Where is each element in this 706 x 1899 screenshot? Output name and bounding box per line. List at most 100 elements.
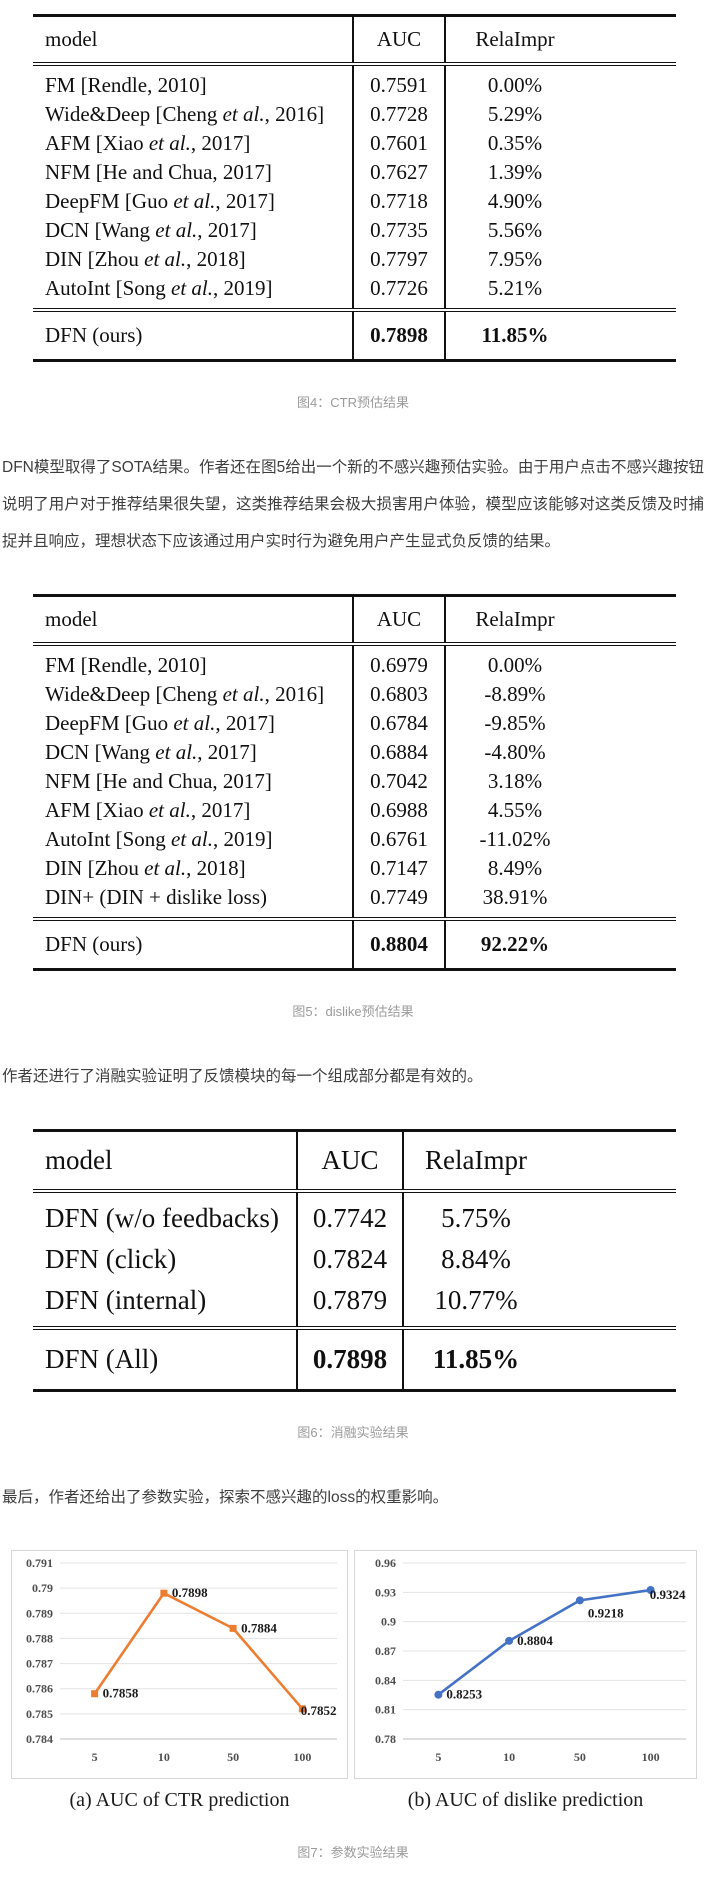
table-row: DeepFM [Guo et al., 2017] 0.6784 -9.85%	[33, 709, 676, 738]
table-cell: 8.49%	[444, 854, 676, 883]
highlight-row: DFN (ours) 0.7898 11.85%	[33, 308, 676, 362]
table-cell: 4.55%	[444, 796, 676, 825]
table-cell: 5.21%	[444, 274, 676, 310]
y-tick-label: 0.81	[375, 1703, 396, 1717]
y-tick-label: 0.784	[26, 1732, 53, 1746]
y-tick-label: 0.79	[32, 1581, 53, 1595]
table-cell: 8.84%	[402, 1239, 676, 1280]
highlight-row: DFN (ours) 0.8804 92.22%	[33, 917, 676, 971]
table-cell: 5.75%	[402, 1191, 676, 1239]
table-cell: 0.7749	[352, 883, 445, 919]
table-cell: 3.18%	[444, 767, 676, 796]
table-cell: 0.7898	[352, 308, 445, 362]
data-point-label: 0.8253	[446, 1687, 482, 1702]
table-row: DCN [Wang et al., 2017] 0.7735 5.56%	[33, 216, 676, 245]
table-cell: FM [Rendle, 2010]	[45, 653, 207, 677]
data-point-marker	[434, 1690, 443, 1699]
x-tick-label: 100	[642, 1750, 660, 1764]
y-tick-label: 0.78	[375, 1732, 396, 1746]
data-point-marker	[575, 1596, 584, 1605]
table-cell: 0.8804	[352, 917, 445, 971]
table-cell: DIN+ (DIN + dislike loss)	[45, 885, 267, 909]
figure-6-caption: 图6：消融实验结果	[297, 1425, 409, 1440]
table-cell: DCN [Wang et al., 2017]	[45, 218, 257, 242]
y-tick-label: 0.93	[375, 1585, 396, 1599]
y-tick-label: 0.84	[375, 1673, 396, 1687]
data-point-marker	[298, 1705, 306, 1713]
data-point-label: 0.9324	[650, 1587, 686, 1602]
charts-row: 0.791 0.79 0.789 0.788 0.787 0.786 0.785 0.784 5…	[0, 1550, 706, 1812]
table-row: Wide&Deep [Cheng et al., 2016] 0.6803 -8.8…	[33, 680, 676, 709]
table-cell: -8.89%	[444, 680, 676, 709]
table-row: DIN [Zhou et al., 2018] 0.7147 8.49%	[33, 854, 676, 883]
table-row: FM [Rendle, 2010] 0.6979 0.00%	[33, 644, 676, 680]
table-cell: AutoInt [Song et al., 2019]	[45, 827, 273, 851]
table-cell: 10.77%	[402, 1280, 676, 1328]
header-row: model AUC RelaImpr	[33, 14, 676, 66]
figure-4: model AUC RelaImpr FM [Rendle, 2010] 0.7591 0…	[0, 14, 706, 411]
table-row: AutoInt [Song et al., 2019] 0.7726 5.21%	[33, 274, 676, 310]
table-cell: 0.7735	[352, 216, 445, 245]
table-cell: 0.7591	[352, 64, 445, 100]
data-point-marker	[229, 1624, 237, 1632]
line-chart-svg: 0.96 0.93 0.9 0.87 0.84 0.81 0.78 5 10 50 100 0.825…	[375, 1556, 686, 1764]
data-point-label: 0.7898	[172, 1585, 208, 1600]
table-cell: 0.7147	[352, 854, 445, 883]
table-cell: -11.02%	[444, 825, 676, 854]
line-chart-svg: 0.791 0.79 0.789 0.788 0.787 0.786 0.785 0.784 5…	[26, 1556, 337, 1764]
table-cell: 0.35%	[444, 129, 676, 158]
table-cell: 0.6979	[352, 644, 445, 680]
figure-5-caption: 图5：dislike预估结果	[292, 1004, 414, 1019]
table-row: DIN+ (DIN + dislike loss) 0.7749 38.91%	[33, 883, 676, 919]
column-header: RelaImpr	[444, 594, 676, 646]
y-tick-label: 0.9	[381, 1615, 396, 1629]
header-row: model AUC RelaImpr	[33, 1129, 676, 1193]
table-row: AutoInt [Song et al., 2019] 0.6761 -11.02%	[33, 825, 676, 854]
table-row: FM [Rendle, 2010] 0.7591 0.00%	[33, 64, 676, 100]
table-cell: 0.7797	[352, 245, 445, 274]
table-cell: 0.6784	[352, 709, 445, 738]
ctr-auc-line-chart: 0.791 0.79 0.789 0.788 0.787 0.786 0.785 0.784 5…	[11, 1550, 348, 1779]
table-row: DFN (w/o feedbacks) 0.7742 5.75%	[33, 1191, 676, 1239]
table-cell: DFN (All)	[33, 1326, 297, 1392]
y-tick-label: 0.789	[26, 1606, 53, 1620]
x-tick-label: 5	[92, 1750, 98, 1764]
table-cell: DIN [Zhou et al., 2018]	[45, 247, 246, 271]
table-cell: DCN [Wang et al., 2017]	[45, 740, 257, 764]
table-cell: Wide&Deep [Cheng et al., 2016]	[45, 682, 325, 706]
table-cell: DFN (ours)	[33, 308, 353, 362]
table-cell: 0.7824	[296, 1239, 403, 1280]
y-tick-label: 0.791	[26, 1556, 53, 1570]
table-cell: 0.6988	[352, 796, 445, 825]
column-header: AUC	[296, 1129, 403, 1193]
column-header: RelaImpr	[444, 14, 676, 66]
table-row: DFN (internal) 0.7879 10.77%	[33, 1280, 676, 1328]
ctr-results-table: model AUC RelaImpr FM [Rendle, 2010] 0.7591 0…	[33, 14, 676, 362]
x-tick-label: 50	[574, 1750, 586, 1764]
ablation-results-table: model AUC RelaImpr DFN (w/o feedbacks) 0.774…	[33, 1129, 676, 1392]
table-cell: 0.00%	[444, 64, 676, 100]
table-cell: DeepFM [Guo et al., 2017]	[45, 711, 275, 735]
dislike-results-table: model AUC RelaImpr FM [Rendle, 2010] 0.6979 0…	[33, 594, 676, 971]
dislike-auc-line-chart: 0.96 0.93 0.9 0.87 0.84 0.81 0.78 5 10 50 100 0.825…	[354, 1550, 697, 1779]
table-row: NFM [He and Chua, 2017] 0.7627 1.39%	[33, 158, 676, 187]
table-cell: 11.85%	[402, 1326, 676, 1392]
x-tick-label: 100	[293, 1750, 311, 1764]
table-cell: 5.29%	[444, 100, 676, 129]
chart-a-column: 0.791 0.79 0.789 0.788 0.787 0.786 0.785 0.784 5…	[11, 1550, 348, 1812]
table-cell: 0.00%	[444, 644, 676, 680]
table-cell: AutoInt [Song et al., 2019]	[45, 276, 273, 300]
table-row: Wide&Deep [Cheng et al., 2016] 0.7728 5.29…	[33, 100, 676, 129]
chart-b-subtitle: (b) AUC of dislike prediction	[407, 1789, 644, 1811]
table-cell: 4.90%	[444, 187, 676, 216]
y-tick-label: 0.96	[375, 1556, 396, 1570]
table-cell: 0.7718	[352, 187, 445, 216]
paragraph-sota: DFN模型取得了SOTA结果。作者还在图5给出一个新的不感兴趣预估实验。由于用户…	[2, 459, 704, 550]
table-cell: -9.85%	[444, 709, 676, 738]
table-row: DIN [Zhou et al., 2018] 0.7797 7.95%	[33, 245, 676, 274]
table-row: AFM [Xiao et al., 2017] 0.7601 0.35%	[33, 129, 676, 158]
figure-6: model AUC RelaImpr DFN (w/o feedbacks) 0.774…	[0, 1129, 706, 1441]
table-cell: DIN [Zhou et al., 2018]	[45, 856, 246, 880]
x-tick-label: 50	[227, 1750, 239, 1764]
